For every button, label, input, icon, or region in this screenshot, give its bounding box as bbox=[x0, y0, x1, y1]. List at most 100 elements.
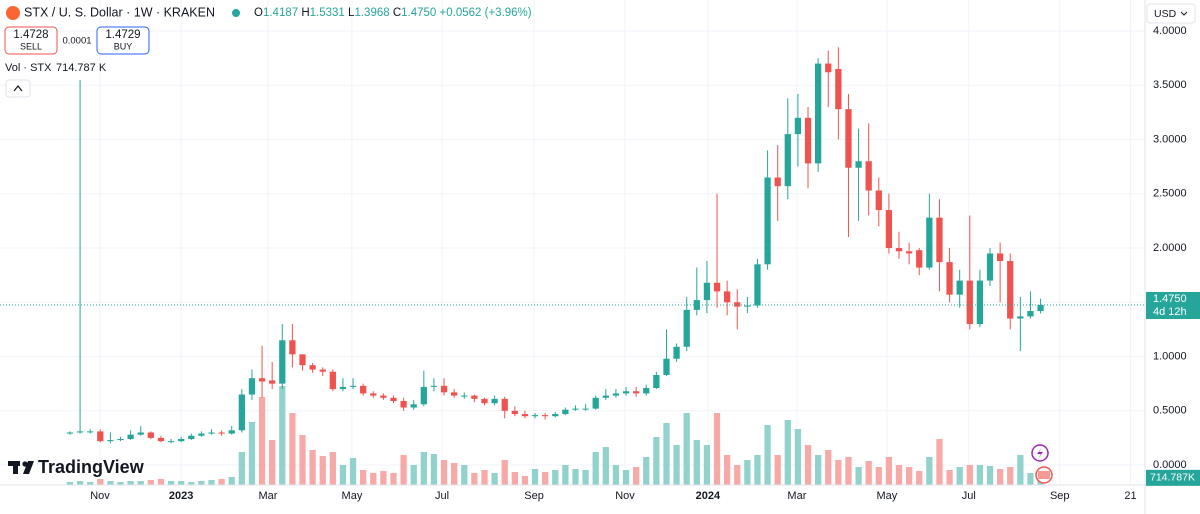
x-tick-label: Nov bbox=[615, 490, 635, 502]
volume-bar bbox=[713, 413, 721, 485]
candle-body bbox=[87, 431, 94, 433]
volume-bar bbox=[167, 481, 175, 485]
volume-bar bbox=[845, 457, 852, 485]
volume-bar bbox=[339, 465, 347, 485]
volume-bar bbox=[855, 467, 862, 485]
candle-body bbox=[430, 385, 438, 387]
volume-bar bbox=[592, 452, 599, 485]
candle-body bbox=[734, 302, 741, 307]
candle-body bbox=[531, 415, 539, 417]
sell-button[interactable] bbox=[4, 26, 58, 55]
volume-bar bbox=[299, 435, 306, 485]
volume-bar bbox=[76, 481, 84, 485]
l-label: L bbox=[348, 7, 355, 19]
buy-button[interactable] bbox=[96, 26, 150, 55]
candle-body bbox=[1027, 310, 1034, 317]
candle-body bbox=[703, 282, 711, 301]
candle-body bbox=[309, 365, 316, 370]
volume-badge bbox=[1146, 469, 1200, 486]
candle-body bbox=[956, 280, 963, 295]
candle-body bbox=[258, 378, 266, 382]
candle-body bbox=[835, 69, 842, 110]
candle-body bbox=[804, 117, 812, 164]
sell-label: SELL bbox=[20, 41, 42, 51]
volume-bar bbox=[885, 457, 893, 485]
candle-body bbox=[552, 414, 559, 417]
x-tick-label: May bbox=[342, 490, 363, 502]
x-tick-label: May bbox=[876, 490, 897, 502]
candle-body bbox=[208, 432, 215, 434]
volume-bar bbox=[956, 467, 963, 485]
logo-mark bbox=[13, 461, 18, 474]
candle-body bbox=[542, 415, 549, 417]
candle-body bbox=[633, 391, 640, 394]
volume-bar bbox=[653, 437, 660, 485]
x-tick-label: Jul bbox=[435, 490, 449, 502]
volume-bar bbox=[319, 456, 326, 485]
volume-bar bbox=[936, 439, 943, 485]
candle-body bbox=[491, 398, 498, 404]
volume-bar bbox=[744, 460, 751, 485]
candle-body bbox=[612, 393, 620, 396]
candle-body bbox=[400, 401, 407, 408]
candle-body bbox=[643, 388, 650, 394]
symbol-title[interactable]: STX / U. S. Dollar · 1W · KRAKEN bbox=[24, 5, 215, 19]
candle-body bbox=[380, 395, 387, 398]
volume-bar bbox=[724, 455, 731, 485]
candle-body bbox=[279, 340, 286, 384]
candle-body bbox=[370, 393, 377, 396]
candle-body bbox=[127, 434, 134, 439]
volume-value: 714.787 K bbox=[56, 62, 107, 74]
volume-bar bbox=[279, 386, 286, 485]
volume-bar bbox=[258, 397, 266, 485]
candle-body bbox=[1007, 261, 1014, 319]
candle-body bbox=[653, 374, 660, 388]
volume-bar bbox=[804, 445, 812, 485]
x-tick-label: Mar bbox=[787, 490, 806, 502]
candle-body bbox=[198, 433, 205, 436]
volume-bar bbox=[269, 440, 276, 485]
candle-body bbox=[440, 385, 448, 393]
volume-bar bbox=[976, 465, 984, 485]
currency-button[interactable] bbox=[1146, 3, 1196, 24]
volume-bar bbox=[188, 482, 195, 485]
x-tick-label: Sep bbox=[1050, 490, 1070, 502]
volume-bar bbox=[491, 473, 498, 485]
x-tick-label: 2024 bbox=[696, 490, 721, 502]
candle-body bbox=[622, 391, 630, 394]
volume-bar bbox=[633, 467, 640, 485]
volume-bar bbox=[511, 472, 518, 485]
volume-bar bbox=[329, 452, 336, 485]
volume-bar bbox=[309, 450, 316, 485]
candle-body bbox=[248, 378, 256, 395]
candle-body bbox=[157, 437, 165, 442]
candle-body bbox=[481, 398, 488, 404]
volume-bar bbox=[380, 471, 387, 485]
symbol-icon bbox=[6, 6, 20, 20]
volume-bar bbox=[926, 457, 933, 485]
volume-bar bbox=[996, 469, 1004, 485]
volume-badge-label: 714.787K bbox=[1150, 472, 1195, 484]
volume-bar bbox=[218, 479, 225, 485]
change-value: +0.0562 (+3.96%) bbox=[440, 7, 532, 19]
collapse-button[interactable] bbox=[5, 79, 31, 98]
volume-bar bbox=[784, 420, 791, 485]
volume-bar bbox=[572, 469, 579, 485]
candle-body bbox=[875, 190, 882, 211]
volume-bar bbox=[1007, 467, 1014, 485]
volume-bar bbox=[895, 465, 903, 485]
volume-bar bbox=[471, 473, 478, 485]
last-price-label: 1.4750 bbox=[1153, 293, 1187, 305]
candle-body bbox=[946, 262, 953, 295]
o-label: O bbox=[254, 7, 263, 19]
volume-bar bbox=[916, 471, 923, 485]
volume-bar bbox=[663, 423, 670, 485]
open-value: 1.4187 bbox=[263, 7, 298, 19]
candle-body bbox=[814, 63, 822, 164]
candle-body bbox=[784, 134, 791, 187]
candle-body bbox=[592, 397, 599, 409]
candle-body bbox=[936, 217, 943, 263]
volume-bars bbox=[66, 386, 1044, 485]
volume-bar bbox=[1027, 473, 1034, 485]
